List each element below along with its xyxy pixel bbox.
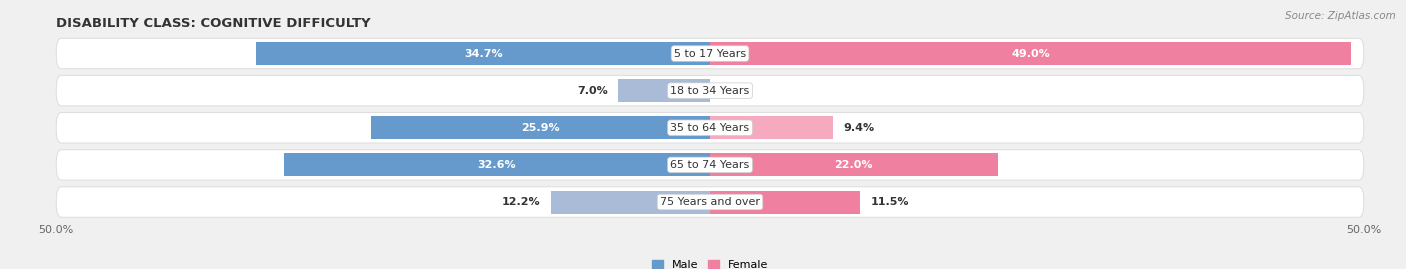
Text: 12.2%: 12.2% — [502, 197, 540, 207]
Text: 9.4%: 9.4% — [844, 123, 875, 133]
Bar — [710, 190, 860, 214]
Text: 75 Years and over: 75 Years and over — [659, 197, 761, 207]
Bar — [551, 190, 710, 214]
Bar — [710, 116, 832, 139]
Text: 18 to 34 Years: 18 to 34 Years — [671, 86, 749, 96]
Bar — [256, 42, 710, 65]
Text: 34.7%: 34.7% — [464, 48, 502, 59]
Bar — [710, 153, 998, 176]
Text: 22.0%: 22.0% — [835, 160, 873, 170]
Text: 65 to 74 Years: 65 to 74 Years — [671, 160, 749, 170]
FancyBboxPatch shape — [56, 112, 1364, 143]
Text: DISABILITY CLASS: COGNITIVE DIFFICULTY: DISABILITY CLASS: COGNITIVE DIFFICULTY — [56, 17, 371, 30]
FancyBboxPatch shape — [56, 38, 1364, 69]
Text: 32.6%: 32.6% — [478, 160, 516, 170]
Text: 5 to 17 Years: 5 to 17 Years — [673, 48, 747, 59]
Text: Source: ZipAtlas.com: Source: ZipAtlas.com — [1285, 11, 1396, 21]
FancyBboxPatch shape — [56, 75, 1364, 106]
Text: 11.5%: 11.5% — [870, 197, 910, 207]
Text: 25.9%: 25.9% — [522, 123, 560, 133]
Legend: Male, Female: Male, Female — [648, 255, 772, 269]
Text: 7.0%: 7.0% — [578, 86, 607, 96]
FancyBboxPatch shape — [56, 187, 1364, 217]
Text: 49.0%: 49.0% — [1011, 48, 1050, 59]
Bar — [371, 116, 710, 139]
Text: 35 to 64 Years: 35 to 64 Years — [671, 123, 749, 133]
Bar — [619, 79, 710, 102]
Bar — [710, 42, 1351, 65]
Bar — [284, 153, 710, 176]
Text: 0.0%: 0.0% — [720, 86, 751, 96]
FancyBboxPatch shape — [56, 150, 1364, 180]
